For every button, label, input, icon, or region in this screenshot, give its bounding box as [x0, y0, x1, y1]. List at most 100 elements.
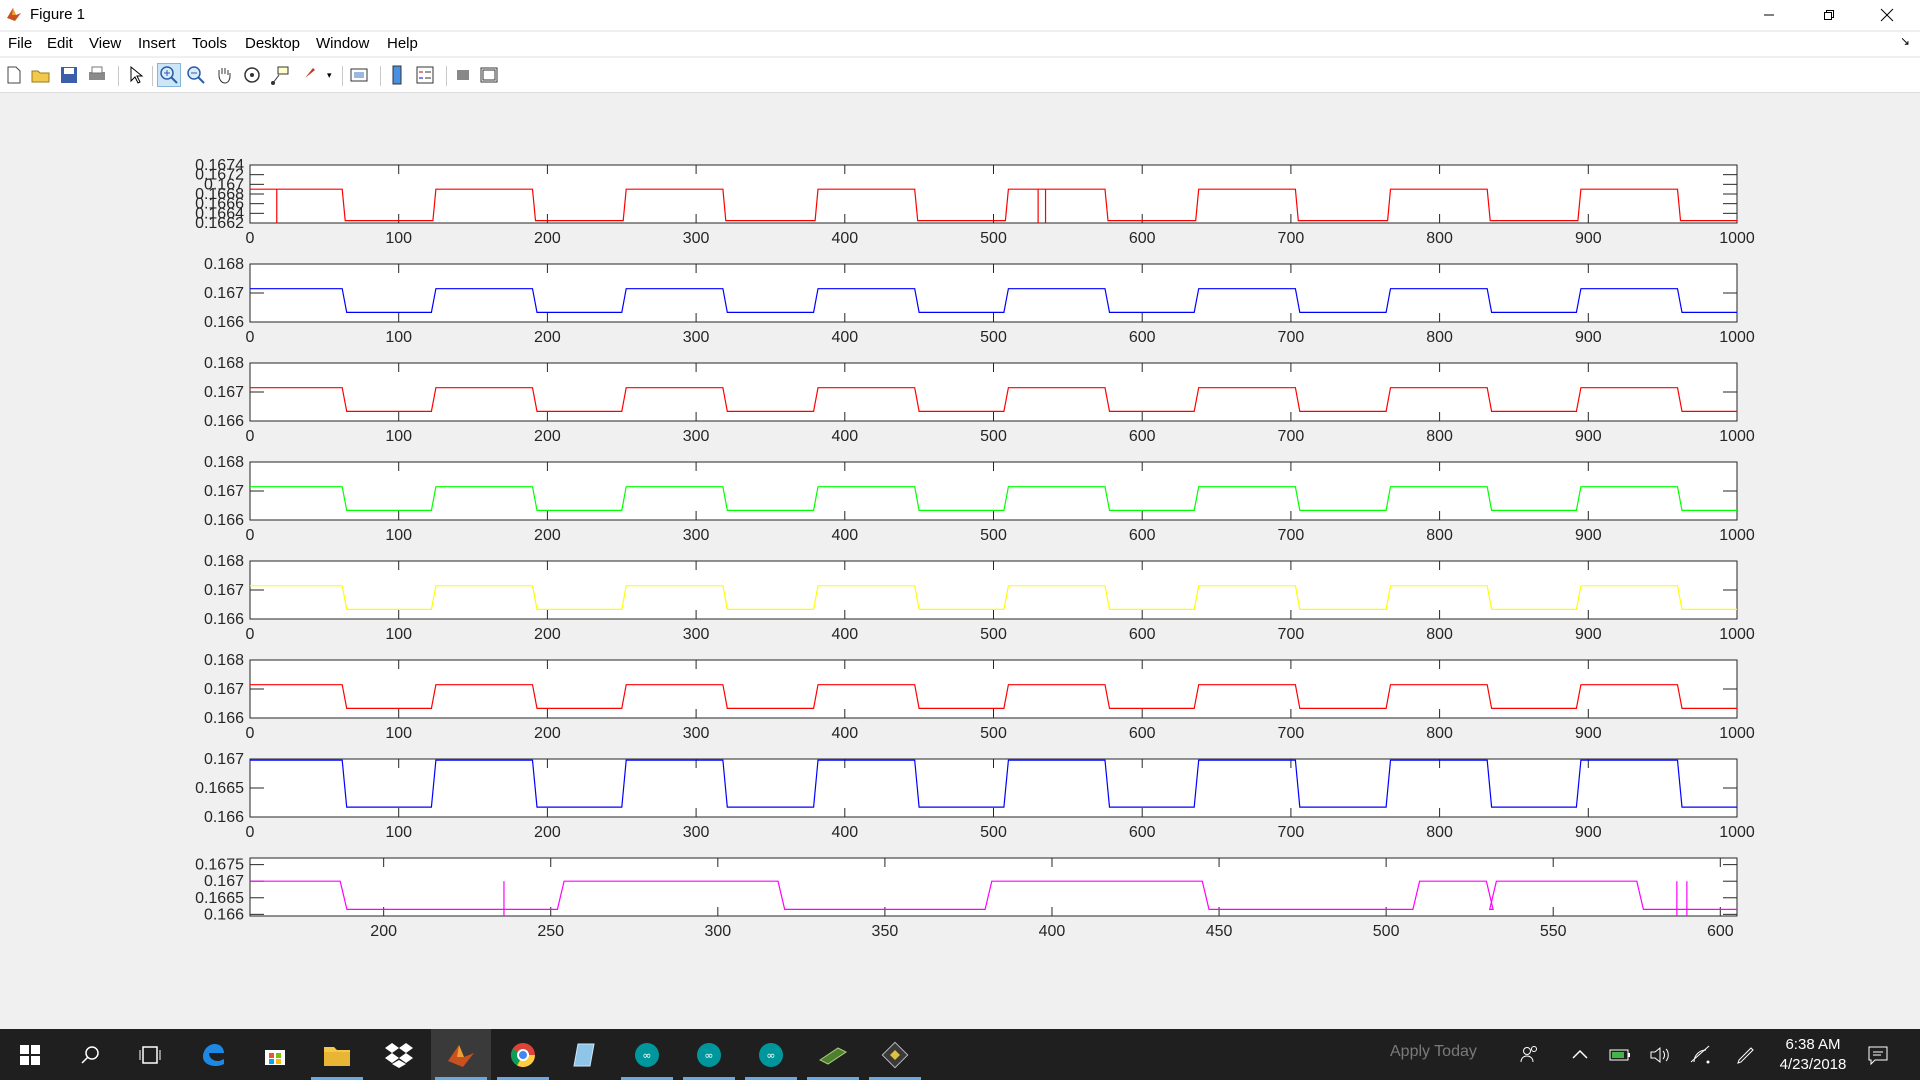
x-tick-label: 500	[980, 230, 1007, 247]
arduino-app-3[interactable]: ∞	[741, 1029, 801, 1080]
new-figure-icon[interactable]	[3, 64, 25, 86]
menu-window[interactable]: Window	[316, 35, 370, 52]
x-tick-label: 700	[1278, 329, 1305, 346]
minimize-icon	[1764, 14, 1774, 16]
menu-help[interactable]: Help	[387, 35, 418, 52]
restore-icon	[1824, 10, 1834, 20]
chrome-app[interactable]	[493, 1029, 553, 1080]
minimize-button[interactable]	[1746, 0, 1792, 30]
data-cursor-icon[interactable]	[269, 64, 291, 86]
dropbox-app[interactable]	[369, 1029, 429, 1080]
x-tick-label: 600	[1129, 230, 1156, 247]
print-icon[interactable]	[86, 64, 108, 86]
notifications-icon[interactable]	[1866, 1043, 1890, 1067]
wifi-icon[interactable]	[1688, 1043, 1712, 1067]
window-title: Figure 1	[30, 6, 86, 23]
file-explorer-app[interactable]	[307, 1029, 367, 1080]
series-line	[250, 387, 1737, 412]
axes-panel-5[interactable]: 0 100 200 300 400 500 600 700 800 900 1000 0.166 0.1…	[204, 553, 1755, 643]
x-tick-label: 1000	[1719, 725, 1755, 742]
y-tick-label: 0.166	[204, 413, 244, 430]
axes-panel-7[interactable]: 0 100 200 300 400 500 600 700 800 900 1000 0.166 0.1…	[195, 751, 1755, 841]
x-tick-label: 400	[831, 824, 858, 841]
axes-panel-2[interactable]: 0 100 200 300 400 500 600 700 800 900 1000 0.166 0.1…	[204, 256, 1755, 346]
x-tick-label: 400	[831, 725, 858, 742]
arduino-app-2[interactable]: ∞	[679, 1029, 739, 1080]
x-tick-label: 800	[1426, 725, 1453, 742]
edge-app[interactable]	[183, 1029, 243, 1080]
x-tick-label: 200	[534, 329, 561, 346]
x-tick-label: 400	[831, 329, 858, 346]
search-button[interactable]	[60, 1029, 120, 1080]
restore-button[interactable]	[1806, 0, 1852, 30]
taskbar: ∞ ∞ ∞ Apply Today 6:38 AM 4/23/2018	[0, 1029, 1920, 1080]
x-tick-label: 900	[1575, 824, 1602, 841]
x-tick-label: 300	[683, 527, 710, 544]
brush-dropdown-icon[interactable]: ▾	[327, 70, 332, 80]
x-tick-label: 300	[683, 230, 710, 247]
matlab-app[interactable]	[431, 1029, 491, 1080]
save-icon[interactable]	[58, 64, 80, 86]
menu-edit[interactable]: Edit	[47, 35, 73, 52]
x-tick-label: 1000	[1719, 626, 1755, 643]
menu-insert[interactable]: Insert	[138, 35, 176, 52]
pan-hand-icon[interactable]	[213, 64, 235, 86]
menu-bar: File Edit View Insert Tools Desktop Wind…	[0, 32, 1920, 56]
task-view-button[interactable]	[120, 1029, 180, 1080]
link-plot-icon[interactable]	[348, 64, 370, 86]
task-view-icon	[139, 1045, 161, 1064]
dock-arrow-icon[interactable]: ↘	[1899, 34, 1910, 48]
x-tick-label: 100	[385, 230, 412, 247]
brush-icon[interactable]	[297, 64, 319, 86]
insert-legend-icon[interactable]	[414, 64, 436, 86]
axes-panel-1[interactable]: 0 100 200 300 400 500 600 700 800 900 10000.16620.…	[195, 157, 1755, 247]
x-tick-label: 700	[1278, 626, 1305, 643]
show-plot-tools-icon[interactable]	[478, 64, 500, 86]
x-tick-label: 400	[831, 428, 858, 445]
store-app[interactable]	[245, 1029, 305, 1080]
notes-app[interactable]	[555, 1029, 615, 1080]
figure-canvas[interactable]: 0 100 200 300 400 500 600 700 800 900 10000.16620.…	[0, 93, 1920, 1029]
chip-app[interactable]	[803, 1029, 863, 1080]
select-arrow-icon[interactable]	[124, 64, 146, 86]
battery-icon[interactable]	[1608, 1043, 1632, 1067]
menu-desktop[interactable]: Desktop	[245, 35, 301, 52]
other-app[interactable]	[865, 1029, 925, 1080]
rotate-3d-icon[interactable]	[241, 64, 263, 86]
x-tick-label: 0	[246, 230, 255, 247]
menu-file[interactable]: File	[8, 35, 33, 52]
arduino-app-1[interactable]: ∞	[617, 1029, 677, 1080]
x-tick-label: 0	[246, 725, 255, 742]
y-tick-label: 0.167	[204, 285, 244, 302]
x-tick-label: 300	[683, 725, 710, 742]
x-tick-label: 900	[1575, 725, 1602, 742]
volume-icon[interactable]	[1648, 1043, 1672, 1067]
zoom-out-icon[interactable]	[185, 64, 207, 86]
menu-tools[interactable]: Tools	[192, 35, 228, 52]
axes-panel-4[interactable]: 0 100 200 300 400 500 600 700 800 900 1000 0.166 0.1…	[204, 454, 1755, 544]
pen-icon[interactable]	[1734, 1043, 1758, 1067]
open-file-icon[interactable]	[30, 64, 52, 86]
axes-panel-6[interactable]: 0 100 200 300 400 500 600 700 800 900 1000 0.166 0.1…	[204, 652, 1755, 742]
notes-icon	[573, 1043, 595, 1066]
hide-plot-tools-icon[interactable]	[452, 64, 474, 86]
series-line	[250, 585, 1737, 610]
close-button[interactable]	[1864, 0, 1910, 30]
y-tick-label: 0.167	[204, 751, 244, 768]
zoom-in-icon[interactable]	[157, 63, 181, 87]
menu-view[interactable]: View	[89, 35, 122, 52]
system-clock[interactable]: 6:38 AM 4/23/2018	[1768, 1035, 1858, 1075]
x-tick-label: 800	[1426, 527, 1453, 544]
x-tick-label: 200	[534, 428, 561, 445]
x-tick-label: 600	[1129, 725, 1156, 742]
axes-group: 0 100 200 300 400 500 600 700 800 900 10000.16620.…	[195, 157, 1755, 940]
x-tick-label: 200	[534, 824, 561, 841]
axes-panel-8[interactable]: 200 250 300 350 400 450 500 550 6000.1660.16650.…	[195, 857, 1738, 940]
x-tick-label: 500	[980, 428, 1007, 445]
axes-panel-3[interactable]: 0 100 200 300 400 500 600 700 800 900 1000 0.166 0.1…	[204, 355, 1755, 445]
windows-start-button[interactable]	[0, 1029, 60, 1080]
insert-colorbar-icon[interactable]	[386, 64, 408, 86]
people-icon[interactable]	[1518, 1043, 1542, 1067]
chevron-up-icon[interactable]	[1568, 1043, 1592, 1067]
clock-time: 6:38 AM	[1785, 1036, 1841, 1053]
